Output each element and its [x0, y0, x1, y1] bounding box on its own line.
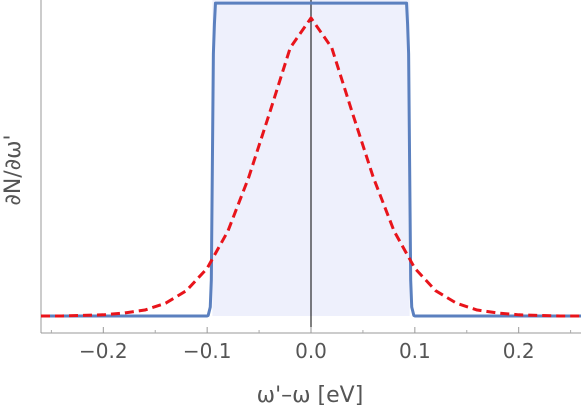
x-tick-label: 0.2: [503, 339, 535, 363]
y-axis-label: ∂N/∂ω': [1, 134, 26, 205]
dashed-red-series-line: [41, 16, 581, 318]
x-tick-label: −0.2: [79, 339, 128, 363]
x-tick-label: −0.1: [183, 339, 232, 363]
x-axis-label: ω'–ω [eV]: [257, 383, 364, 408]
solid-blue-series-line: [41, 1, 581, 318]
x-tick-label: 0.1: [399, 339, 431, 363]
x-tick-label: 0.0: [295, 339, 327, 363]
